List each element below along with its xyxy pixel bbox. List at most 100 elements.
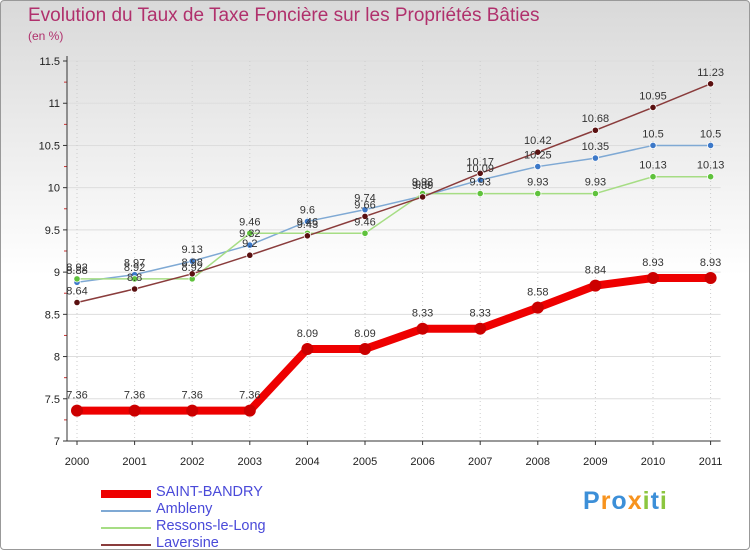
data-label: 8.93 <box>700 257 721 269</box>
data-label: 10.13 <box>697 160 725 172</box>
data-labels: 8.88 8.97 9.13 9.32 9.6 9.74 9.9 10.09 10.25 10.3… <box>66 67 724 402</box>
data-point <box>246 241 254 249</box>
data-point <box>531 301 544 314</box>
data-label: 7.36 <box>239 390 260 402</box>
data-label: 8.09 <box>354 328 375 340</box>
data-label: 9.93 <box>469 177 490 189</box>
data-label: 8.93 <box>642 257 663 269</box>
data-label: 10.5 <box>642 128 663 140</box>
series-line-saint-bandry <box>73 274 715 415</box>
data-point <box>131 275 139 283</box>
data-point <box>591 126 600 134</box>
data-label: 8.88 <box>66 265 87 277</box>
data-label: 10.13 <box>639 160 667 172</box>
data-label: 10.95 <box>639 90 667 102</box>
y-tick-label: 9.5 <box>45 225 60 237</box>
data-point <box>416 322 429 335</box>
data-label: 9.46 <box>297 216 318 228</box>
y-tick-label: 10 <box>48 183 60 195</box>
data-label: 9.13 <box>181 244 202 256</box>
grid-lines <box>67 60 721 441</box>
legend-label: Laversine <box>156 535 219 550</box>
data-label: 8.92 <box>124 262 145 274</box>
x-tick-label: 2002 <box>180 456 204 468</box>
y-tick-label: 9 <box>54 267 60 279</box>
data-point <box>706 173 715 181</box>
data-label: 8.98 <box>181 257 202 269</box>
series-line-ressons-le-long <box>76 175 712 280</box>
logo-letter: P <box>583 487 601 515</box>
x-tick-label: 2000 <box>65 456 89 468</box>
data-point <box>246 251 254 259</box>
series-line-ambleny <box>76 144 712 283</box>
data-point <box>303 232 311 240</box>
logo-letter: i <box>642 487 651 515</box>
data-point <box>649 141 657 150</box>
data-label: 8.97 <box>124 258 145 270</box>
data-point <box>188 270 196 278</box>
data-label: 9.74 <box>354 193 375 205</box>
data-label: 9.89 <box>412 180 433 192</box>
legend-swatch <box>101 510 151 512</box>
data-label: 9.43 <box>297 219 318 231</box>
legend-swatch <box>101 544 151 546</box>
data-point <box>591 189 600 198</box>
data-point <box>359 342 371 355</box>
data-label: 9.66 <box>354 199 375 211</box>
data-point <box>418 193 427 201</box>
data-point <box>73 275 81 283</box>
y-tick-label: 10.5 <box>39 140 60 152</box>
data-label: 8.64 <box>66 286 87 298</box>
series-laversine <box>73 80 715 307</box>
x-tick-label: 2011 <box>699 456 723 468</box>
logo-letter: i <box>659 487 668 515</box>
data-label: 7.36 <box>66 390 87 402</box>
data-point <box>476 189 484 198</box>
data-point <box>243 404 256 417</box>
data-label: 10.09 <box>466 163 494 175</box>
data-point <box>361 212 369 220</box>
x-tick-label: 2001 <box>122 456 146 468</box>
axes: 7 7.5 8 8.5 9 9.5 10 10.5 11 11.5 2000 2001 2002 2003… <box>39 56 723 468</box>
x-tick-label: 2006 <box>410 456 434 468</box>
data-point <box>591 154 600 162</box>
chart-title: Evolution du Taux de Taxe Foncière sur l… <box>28 5 540 26</box>
data-label: 9.32 <box>239 228 260 240</box>
data-label: 9.9 <box>415 179 430 191</box>
data-point <box>706 141 715 150</box>
data-label: 10.17 <box>466 156 494 168</box>
data-label: 8.33 <box>469 308 490 320</box>
data-point <box>534 148 542 156</box>
y-tick-label: 7.5 <box>45 394 60 406</box>
x-tick-label: 2005 <box>353 456 377 468</box>
data-label: 10.35 <box>582 141 610 153</box>
data-label: 8.33 <box>412 308 433 320</box>
data-label: 10.5 <box>700 128 721 140</box>
x-tick-label: 2003 <box>238 456 262 468</box>
logo-letter: t <box>650 487 660 515</box>
data-point <box>361 229 369 237</box>
data-label: 9.6 <box>300 204 315 216</box>
data-label: 9.93 <box>412 177 433 189</box>
x-tick-label: 2007 <box>468 456 492 468</box>
data-point <box>534 189 542 198</box>
data-label: 8.8 <box>127 272 142 284</box>
data-point <box>301 342 314 355</box>
data-label: 10.68 <box>582 113 610 125</box>
data-label: 9.46 <box>354 216 375 228</box>
data-label: 8.92 <box>66 262 87 274</box>
data-label: 9.2 <box>242 238 257 250</box>
data-point <box>649 173 657 181</box>
data-point <box>303 217 311 226</box>
x-tick-label: 2010 <box>641 456 665 468</box>
data-point <box>73 298 81 307</box>
y-tick-label: 8 <box>54 352 60 364</box>
series-ambleny <box>73 141 715 286</box>
data-label: 9.93 <box>585 177 606 189</box>
data-label: 9.46 <box>239 216 260 228</box>
data-point <box>649 103 657 112</box>
data-series <box>71 80 717 417</box>
data-point <box>476 169 484 177</box>
data-label: 7.36 <box>124 390 145 402</box>
y-tick-label: 11 <box>49 98 60 110</box>
